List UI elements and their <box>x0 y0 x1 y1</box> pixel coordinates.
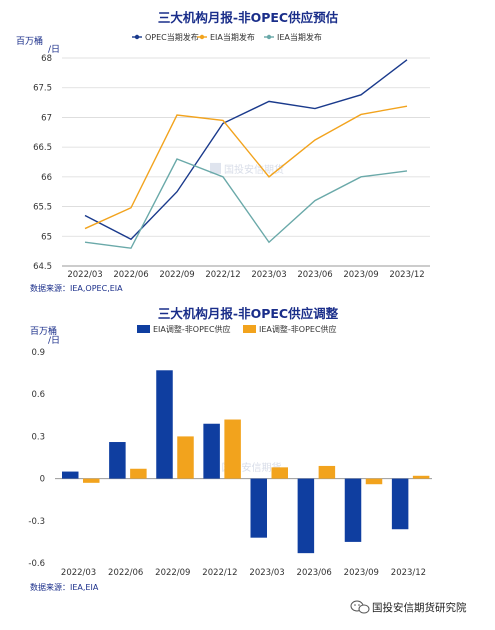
chart-2-y-unit-part1: 百万桶 <box>30 325 57 337</box>
y-tick-label: 0.9 <box>31 348 45 358</box>
watermark-text: 国投安信期货 <box>224 163 284 176</box>
x-tick-label: 2022/03 <box>67 270 102 280</box>
x-tick-label: 2022/09 <box>159 270 194 280</box>
legend-swatch <box>243 325 256 333</box>
bar <box>318 465 336 479</box>
chart-1-legend: OPEC当期发布 EIA当期发布 IEA当期发布 <box>132 32 322 42</box>
x-tick-label: 2022/03 <box>61 568 96 578</box>
y-tick-label: -0.3 <box>28 517 45 527</box>
bar <box>344 478 362 542</box>
wechat-icon <box>350 600 370 614</box>
y-tick-label: 0 <box>40 475 45 485</box>
y-tick-label: 64.5 <box>33 262 52 272</box>
y-tick-label: 68 <box>41 54 52 64</box>
y-tick-label: 66.5 <box>33 143 52 153</box>
chart-1-x-axis: 2022/03 2022/06 2022/09 2022/12 2023/03 2023/… <box>67 270 424 280</box>
x-tick-label: 2023/06 <box>297 568 332 578</box>
legend-label: EIA当期发布 <box>210 32 255 42</box>
bar <box>109 442 126 479</box>
y-tick-label: 66 <box>41 173 52 183</box>
x-tick-label: 2022/06 <box>108 568 143 578</box>
chart-1: 三大机构月报-非OPEC供应预估 百万桶 /日 OPEC当期发布 EIA当期发布 I… <box>16 10 430 293</box>
legend-swatch-marker <box>199 34 205 40</box>
bar <box>83 478 100 483</box>
y-tick-label: 67 <box>41 113 52 123</box>
chart-1-grid <box>62 57 430 267</box>
bar <box>156 370 173 479</box>
chart-1-y-unit-part1: 百万桶 <box>16 35 43 47</box>
legend-label: EIA调整-非OPEC供应 <box>153 324 231 334</box>
chart-1-y-unit-part2: /日 <box>48 44 60 55</box>
chart-2: 三大机构月报-非OPEC供应调整 百万桶 /日 EIA调整-非OPEC供应 IEA… <box>28 306 432 592</box>
x-tick-label: 2023/09 <box>343 270 378 280</box>
bar <box>62 471 79 479</box>
legend-label: IEA调整-非OPEC供应 <box>259 324 337 334</box>
legend-label: OPEC当期发布 <box>145 32 199 42</box>
chart-2-y-unit-part2: /日 <box>48 335 60 346</box>
y-tick-label: 65.5 <box>33 203 52 213</box>
series-line <box>84 105 408 230</box>
bar <box>224 419 241 479</box>
chart-1-source: 数据来源：IEA,OPEC,EIA <box>30 283 123 293</box>
chart-2-x-axis: 2022/03 2022/06 2022/09 2022/12 2023/03 2023/… <box>61 568 426 578</box>
x-tick-label: 2023/03 <box>249 568 284 578</box>
chart-2-source: 数据来源：IEA,EIA <box>30 582 99 592</box>
bar <box>130 468 147 479</box>
chart-1-watermark: 国投安信期货 <box>210 162 284 176</box>
chart-2-legend: EIA调整-非OPEC供应 IEA调整-非OPEC供应 <box>137 324 337 334</box>
y-tick-label: 0.6 <box>31 390 45 400</box>
x-tick-label: 2023/06 <box>297 270 332 280</box>
chart-2-bars <box>62 370 430 554</box>
bar <box>365 478 383 485</box>
series-line <box>84 158 408 249</box>
x-tick-label: 2022/09 <box>155 568 190 578</box>
legend-swatch-marker <box>134 34 140 40</box>
bar <box>203 423 220 479</box>
chart-1-series <box>84 59 408 249</box>
x-tick-label: 2023/12 <box>391 568 426 578</box>
bar <box>250 478 267 538</box>
chart-2-y-axis: -0.6 -0.3 0 0.3 0.6 0.9 <box>28 348 45 569</box>
footer-brand-text: 国投安信期货研究院 <box>372 601 467 614</box>
bar <box>297 478 315 554</box>
chart-1-title: 三大机构月报-非OPEC供应预估 <box>158 10 339 25</box>
y-tick-label: -0.6 <box>28 559 45 569</box>
bar <box>412 475 430 479</box>
x-tick-label: 2023/03 <box>251 270 286 280</box>
y-tick-label: 65 <box>41 232 52 242</box>
chart-1-y-axis: 64.5 65 65.5 66 66.5 67 67.5 68 <box>33 54 52 272</box>
x-tick-label: 2022/12 <box>205 270 240 280</box>
series-line <box>84 59 408 241</box>
watermark-logo-icon <box>210 162 221 174</box>
bar <box>391 478 409 530</box>
y-tick-label: 0.3 <box>31 432 45 442</box>
footer-brand: 国投安信期货研究院 <box>350 600 467 614</box>
x-tick-label: 2023/09 <box>344 568 379 578</box>
legend-swatch <box>137 325 150 333</box>
chart-2-title: 三大机构月报-非OPEC供应调整 <box>158 306 339 321</box>
bar <box>177 436 194 479</box>
x-tick-label: 2022/06 <box>113 270 148 280</box>
bar <box>271 467 288 479</box>
legend-swatch-marker <box>266 34 272 40</box>
x-tick-label: 2022/12 <box>202 568 237 578</box>
x-tick-label: 2023/12 <box>389 270 424 280</box>
legend-label: IEA当期发布 <box>277 32 322 42</box>
y-tick-label: 67.5 <box>33 84 52 94</box>
